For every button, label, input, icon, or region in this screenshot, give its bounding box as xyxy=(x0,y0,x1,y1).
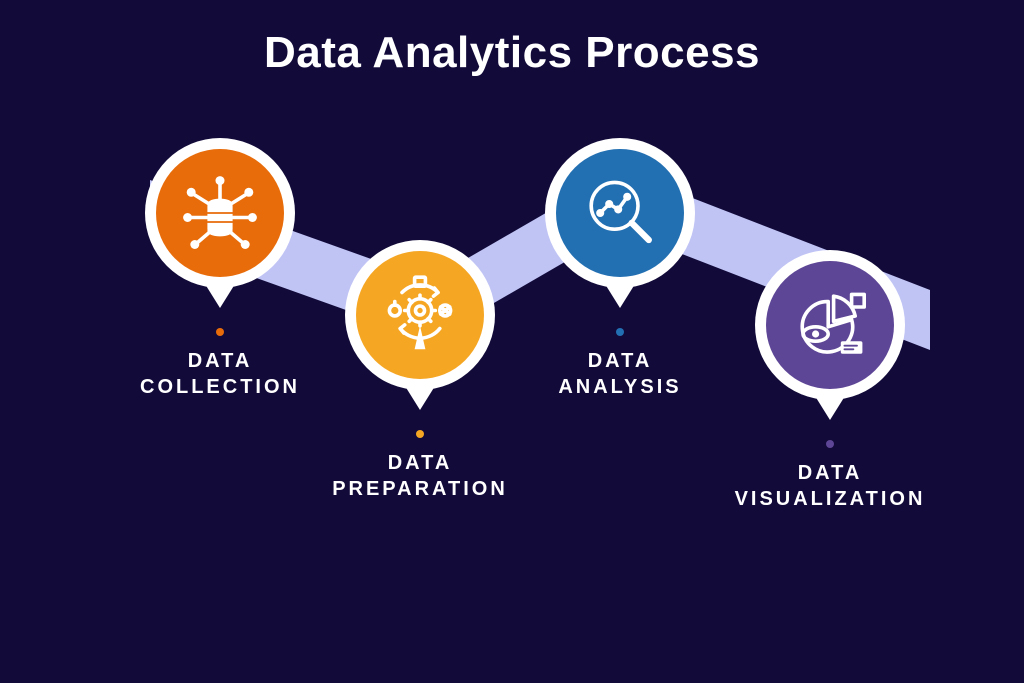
label-data-preparation: DATAPREPARATION xyxy=(320,450,520,502)
label-line2: ANALYSIS xyxy=(520,374,720,400)
step-data-collection: DATACOLLECTION xyxy=(120,138,320,288)
label-line2: PREPARATION xyxy=(320,476,520,502)
dot-data-analysis xyxy=(616,328,624,336)
step-data-preparation: DATAPREPARATION xyxy=(320,240,520,390)
database-network-icon xyxy=(156,149,284,277)
label-line1: DATA xyxy=(320,450,520,476)
pin-data-preparation xyxy=(345,240,495,390)
step-data-analysis: DATAANALYSIS xyxy=(520,138,720,288)
pin-data-collection xyxy=(145,138,295,288)
pin-data-analysis xyxy=(545,138,695,288)
page-title: Data Analytics Process xyxy=(0,28,1024,78)
label-line2: VISUALIZATION xyxy=(730,486,930,512)
label-line1: DATA xyxy=(730,460,930,486)
label-line1: DATA xyxy=(120,348,320,374)
dot-data-collection xyxy=(216,328,224,336)
gear-process-icon xyxy=(356,251,484,379)
dot-data-preparation xyxy=(416,430,424,438)
label-data-analysis: DATAANALYSIS xyxy=(520,348,720,400)
label-line1: DATA xyxy=(520,348,720,374)
dot-data-visualization xyxy=(826,440,834,448)
pie-eye-icon xyxy=(766,261,894,389)
magnifier-chart-icon xyxy=(556,149,684,277)
label-data-visualization: DATAVISUALIZATION xyxy=(730,460,930,512)
label-data-collection: DATACOLLECTION xyxy=(120,348,320,400)
label-line2: COLLECTION xyxy=(120,374,320,400)
step-data-visualization: DATAVISUALIZATION xyxy=(730,250,930,400)
pin-data-visualization xyxy=(755,250,905,400)
